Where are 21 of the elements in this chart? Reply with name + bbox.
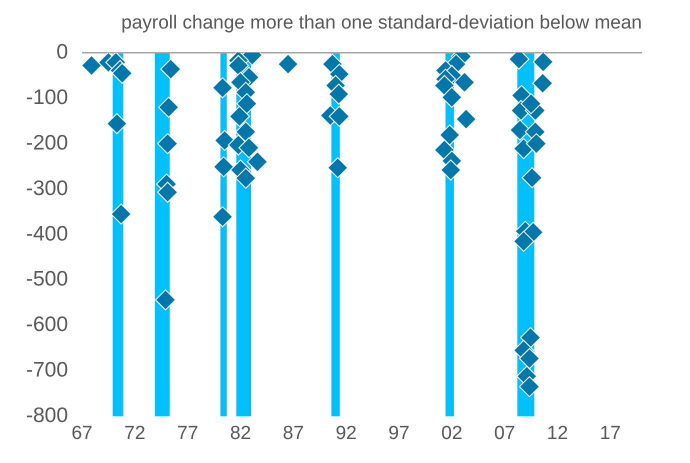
y-tick-label: -800 [26,404,68,427]
y-tick-label: -300 [26,176,68,200]
y-tick-label: -700 [26,358,68,382]
y-tick-label: -100 [26,86,68,110]
x-tick-label: 97 [388,422,410,444]
y-tick-label: -600 [26,313,68,336]
x-tick-label: 92 [336,422,357,444]
x-tick-label: 77 [177,422,198,444]
y-tick-label: -400 [26,222,68,246]
x-tick-label: 07 [494,422,516,444]
y-tick-label: 0 [56,40,68,64]
x-tick-label: 87 [282,422,304,444]
x-tick-label: 67 [71,422,93,444]
y-tick-label: -500 [26,268,68,291]
y-tick-label: -200 [26,131,68,154]
x-tick-label: 12 [546,422,568,444]
x-tick-label: 17 [600,422,621,444]
chart-title: payroll change more than one standard-deviation below mean [121,12,642,34]
x-tick-label: 72 [124,422,146,444]
x-tick-label: 82 [230,422,252,444]
x-tick-label: 02 [441,422,462,444]
